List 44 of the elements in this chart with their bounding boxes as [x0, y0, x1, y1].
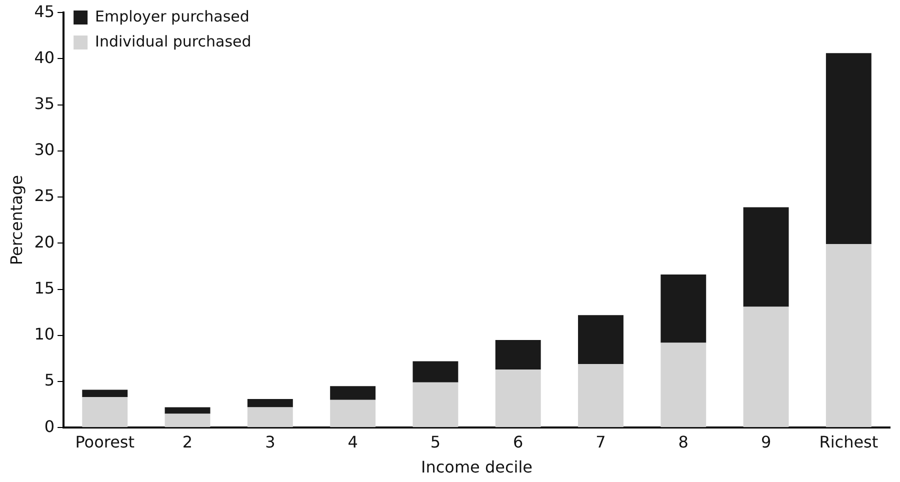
bar [578, 364, 624, 428]
y-tick-label: 25 [34, 186, 55, 206]
y-tick-label: 5 [44, 370, 55, 390]
bar [82, 397, 128, 428]
y-tick-label: 45 [34, 2, 55, 21]
x-tick-label: 7 [596, 432, 606, 452]
bar [164, 407, 210, 414]
bar [743, 207, 789, 307]
bar [660, 274, 706, 343]
bar [164, 414, 210, 428]
y-tick-label: 30 [34, 140, 55, 160]
bar [412, 382, 458, 428]
bar [826, 244, 872, 428]
y-axis-title: Percentage [6, 175, 26, 266]
x-tick-label: 5 [430, 432, 441, 452]
x-tick-label: 8 [678, 432, 688, 452]
y-tick-label: 15 [34, 278, 55, 298]
legend-label: Employer purchased [95, 7, 250, 26]
bar [743, 306, 789, 428]
y-tick-label: 0 [44, 416, 55, 436]
y-tick-label: 35 [34, 94, 55, 113]
bar [578, 315, 624, 364]
bar [495, 340, 541, 370]
bar [82, 390, 128, 398]
legend-label: Individual purchased [95, 32, 252, 50]
x-tick-label: Richest [819, 432, 878, 452]
y-tick-label: 40 [34, 48, 55, 67]
y-tick-label: 10 [34, 324, 55, 344]
x-tick-label: 4 [348, 432, 358, 452]
x-axis-title: Income decile [421, 458, 533, 477]
x-tick-label: 2 [182, 432, 193, 452]
x-tick-label: 6 [513, 432, 524, 452]
bar [495, 370, 541, 428]
y-tick-label: 20 [34, 232, 55, 252]
x-tick-label: 3 [265, 432, 276, 452]
bar [247, 399, 293, 408]
bar [330, 400, 376, 428]
bar [826, 53, 872, 244]
bar [660, 342, 706, 428]
bar [412, 361, 458, 382]
bar [247, 407, 293, 428]
x-tick-label: 9 [760, 432, 772, 452]
bar [330, 386, 376, 400]
x-tick-label: Poorest [75, 432, 135, 452]
